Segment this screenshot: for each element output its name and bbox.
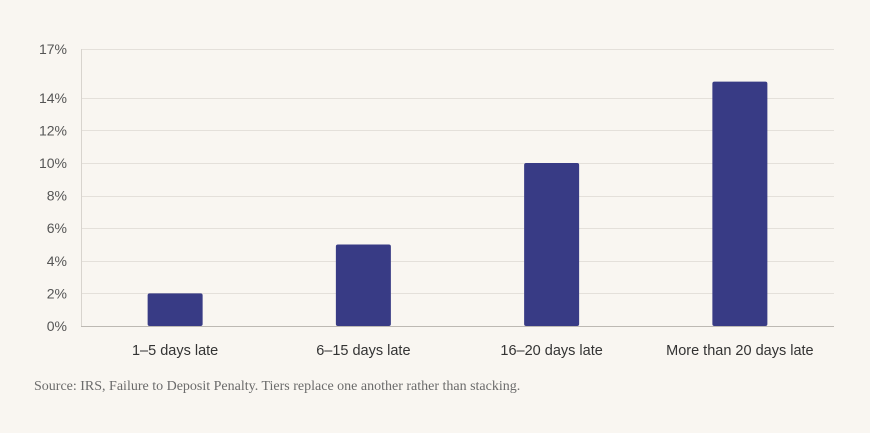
- source-note: Source: IRS, Failure to Deposit Penalty.…: [34, 379, 521, 394]
- y-tick-label: 2%: [47, 285, 67, 301]
- y-tick-label: 0%: [47, 318, 67, 334]
- bars: [147, 81, 768, 327]
- y-tick-label: 17%: [39, 41, 67, 57]
- x-axis-labels: 1–5 days late 6–15 days late 16–20 days la…: [132, 343, 814, 359]
- bar: [524, 163, 580, 326]
- x-category-label: More than 20 days late: [666, 343, 814, 359]
- y-tick-label: 12%: [39, 122, 67, 138]
- bar: [147, 293, 203, 326]
- bar: [335, 244, 391, 326]
- y-tick-label: 6%: [47, 220, 67, 236]
- y-tick-label: 8%: [47, 188, 67, 204]
- y-tick-label: 14%: [39, 90, 67, 106]
- y-axis-ticks: 0% 2% 4% 6% 8% 10% 12% 14% 17%: [39, 41, 67, 334]
- x-category-label: 1–5 days late: [132, 343, 218, 359]
- bar-chart: 0% 2% 4% 6% 8% 10% 12% 14% 17% 1–5 days late 6–15…: [39, 41, 834, 359]
- x-category-label: 16–20 days late: [500, 343, 602, 359]
- y-tick-label: 4%: [47, 253, 67, 269]
- x-category-label: 6–15 days late: [316, 343, 410, 359]
- y-tick-label: 10%: [39, 155, 67, 171]
- bar: [712, 81, 768, 327]
- gridlines: [81, 49, 834, 294]
